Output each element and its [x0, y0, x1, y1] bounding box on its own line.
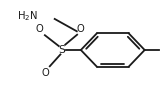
Text: O: O: [42, 68, 49, 78]
Text: O: O: [35, 24, 43, 34]
Text: S: S: [59, 45, 66, 55]
Text: O: O: [76, 24, 84, 34]
Text: H$_2$N: H$_2$N: [17, 10, 38, 23]
